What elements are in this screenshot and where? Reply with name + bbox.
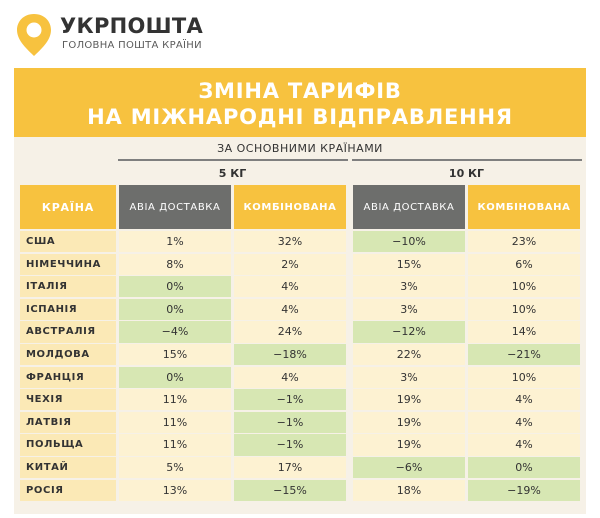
tariff-change-cell: −12% xyxy=(353,321,465,343)
group-divider-5kg xyxy=(118,159,348,161)
country-name: США xyxy=(20,231,116,253)
combined-delivery-header: КОМБІНОВАНА xyxy=(234,185,346,229)
country-name: ФРАНЦІЯ xyxy=(20,366,116,388)
country-name: АВСТРАЛІЯ xyxy=(20,321,116,343)
brand-name: УКРПОШТА xyxy=(60,14,204,38)
tariff-change-cell: −6% xyxy=(353,457,465,479)
tariff-change-cell: 22% xyxy=(353,344,465,366)
tariff-change-cell: −10% xyxy=(353,231,465,253)
tariff-change-cell: 6% xyxy=(468,253,580,275)
combined-delivery-header: КОМБІНОВАНА xyxy=(468,185,580,229)
country-name: МОЛДОВА xyxy=(20,344,116,366)
tariff-change-cell: 4% xyxy=(234,366,346,388)
country-name: ПОЛЬЩА xyxy=(20,434,116,456)
tariff-change-cell: −15% xyxy=(234,479,346,501)
tariff-change-cell: 0% xyxy=(119,366,231,388)
tariff-change-cell: 10% xyxy=(468,276,580,298)
tariff-change-cell: −1% xyxy=(234,434,346,456)
tariff-change-cell: 10% xyxy=(468,366,580,388)
country-name: НІМЕЧЧИНА xyxy=(20,253,116,275)
tariff-change-cell: 1% xyxy=(119,231,231,253)
tariff-change-cell: 15% xyxy=(119,344,231,366)
tariff-change-cell: 4% xyxy=(234,298,346,320)
subtitle: ЗА ОСНОВНИМИ КРАЇНАМИ xyxy=(217,142,383,155)
tariff-change-cell: 3% xyxy=(353,276,465,298)
tariff-change-cell: 2% xyxy=(234,253,346,275)
tariff-change-cell: 19% xyxy=(353,434,465,456)
title-line-1: ЗМІНА ТАРИФІВ xyxy=(198,79,402,103)
tariff-change-cell: 23% xyxy=(468,231,580,253)
tariff-change-cell: 3% xyxy=(353,366,465,388)
air-delivery-header: АВІА ДОСТАВКА xyxy=(353,185,465,229)
air-delivery-header: АВІА ДОСТАВКА xyxy=(119,185,231,229)
tariff-change-cell: 4% xyxy=(468,411,580,433)
tariff-change-cell: −4% xyxy=(119,321,231,343)
tariff-change-cell: 0% xyxy=(119,276,231,298)
weight-group-label: 10 КГ xyxy=(448,167,485,180)
tariff-change-cell: 18% xyxy=(353,479,465,501)
country-name: ІТАЛІЯ xyxy=(20,276,116,298)
tariff-change-cell: 14% xyxy=(468,321,580,343)
title-banner: ЗМІНА ТАРИФІВ НА МІЖНАРОДНІ ВІДПРАВЛЕННЯ xyxy=(14,68,586,137)
tariff-change-cell: 4% xyxy=(234,276,346,298)
tariff-change-cell: 13% xyxy=(119,479,231,501)
tariff-change-cell: 4% xyxy=(468,434,580,456)
tariff-change-cell: 24% xyxy=(234,321,346,343)
group-divider-10kg xyxy=(352,159,582,161)
country-name: КИТАЙ xyxy=(20,457,116,479)
tariff-change-cell: 17% xyxy=(234,457,346,479)
ukrposhta-logo-icon xyxy=(17,14,51,56)
weight-group-label: 5 КГ xyxy=(218,167,247,180)
tariff-change-cell: 11% xyxy=(119,389,231,411)
tariff-change-cell: 4% xyxy=(468,389,580,411)
tariff-change-cell: −1% xyxy=(234,411,346,433)
tariff-change-cell: 19% xyxy=(353,389,465,411)
tariff-change-cell: 8% xyxy=(119,253,231,275)
tariff-change-cell: −18% xyxy=(234,344,346,366)
brand-tagline: ГОЛОВНА ПОШТА КРАЇНИ xyxy=(62,40,202,51)
tariff-change-cell: 11% xyxy=(119,411,231,433)
country-name: РОСІЯ xyxy=(20,479,116,501)
country-name: ЧЕХІЯ xyxy=(20,389,116,411)
country-name: ІСПАНІЯ xyxy=(20,298,116,320)
tariff-panel: ЗМІНА ТАРИФІВ НА МІЖНАРОДНІ ВІДПРАВЛЕННЯ… xyxy=(14,68,586,514)
tariff-change-cell: 3% xyxy=(353,298,465,320)
title-line-2: НА МІЖНАРОДНІ ВІДПРАВЛЕННЯ xyxy=(87,105,513,129)
tariff-change-cell: −21% xyxy=(468,344,580,366)
tariff-change-cell: 15% xyxy=(353,253,465,275)
tariff-change-cell: 19% xyxy=(353,411,465,433)
tariff-change-cell: −19% xyxy=(468,479,580,501)
country-column-header: КРАЇНА xyxy=(20,185,116,229)
tariff-change-cell: 11% xyxy=(119,434,231,456)
tariff-change-cell: −1% xyxy=(234,389,346,411)
tariff-change-cell: 0% xyxy=(468,457,580,479)
tariff-change-cell: 32% xyxy=(234,231,346,253)
tariff-change-cell: 0% xyxy=(119,298,231,320)
tariff-change-cell: 10% xyxy=(468,298,580,320)
country-name: ЛАТВІЯ xyxy=(20,411,116,433)
tariff-change-cell: 5% xyxy=(119,457,231,479)
